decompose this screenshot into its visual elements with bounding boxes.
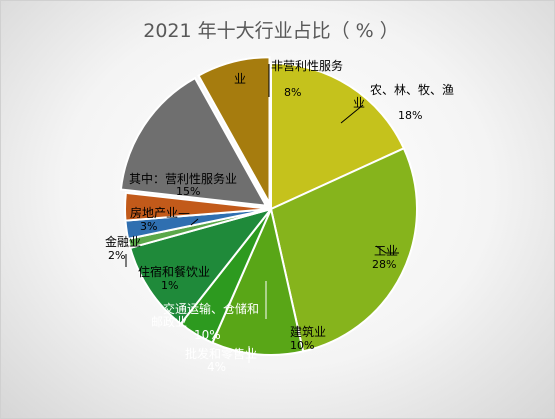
pie-slice-agri <box>270 61 406 211</box>
pct-transport: 10% <box>194 328 221 342</box>
label-finance: 金融业 <box>105 234 141 249</box>
leader-line-realestate <box>190 218 199 226</box>
pct-finance: 2% <box>108 249 125 262</box>
pct-realestate: 3% <box>140 220 157 233</box>
label-agri: 农、林、牧、渔 <box>370 83 454 97</box>
label-transport: 交通运输、仓储和 <box>163 301 259 316</box>
label-hospitality: 住宿和餐饮业 <box>138 264 210 279</box>
pct-retail: 4% <box>207 360 226 374</box>
label-nonprofit-services-line2: 业 <box>234 72 246 86</box>
pie-slices <box>119 56 418 356</box>
pct-industry: 28% <box>372 258 396 271</box>
label-nonprofit-services: 非营利性服务 <box>271 58 343 73</box>
pct-nonprofit-services: 8% <box>284 86 301 99</box>
pct-hospitality: 1% <box>161 279 178 292</box>
pie-slice-construction <box>211 205 305 356</box>
pct-agri: 18% <box>398 109 422 122</box>
pct-construction: 10% <box>290 339 314 352</box>
label-construction: 建筑业 <box>290 324 326 339</box>
label-realestate: 房地产业— <box>130 205 190 220</box>
pie-slice-industry <box>269 147 418 353</box>
label-retail: 批发和零售业 <box>185 346 257 361</box>
label-profit-services: 其中：营利性服务业 <box>129 171 237 186</box>
pie-slice-profit_services <box>119 76 268 207</box>
label-agri-line2: 业 <box>353 96 365 110</box>
pie-slice-transport <box>129 207 274 326</box>
label-industry: 工业 <box>374 244 398 258</box>
leader-line-agri <box>340 104 364 124</box>
label-transport-line2: 邮政业 <box>151 315 187 329</box>
pie-slice-realestate <box>124 191 272 222</box>
pct-profit-services: 15% <box>176 185 200 198</box>
chart-title: 2021 年十大行业占比（ % ） <box>143 20 399 42</box>
pie-slice-nonprofit_services <box>197 56 271 208</box>
leader-line-industry <box>375 245 399 254</box>
